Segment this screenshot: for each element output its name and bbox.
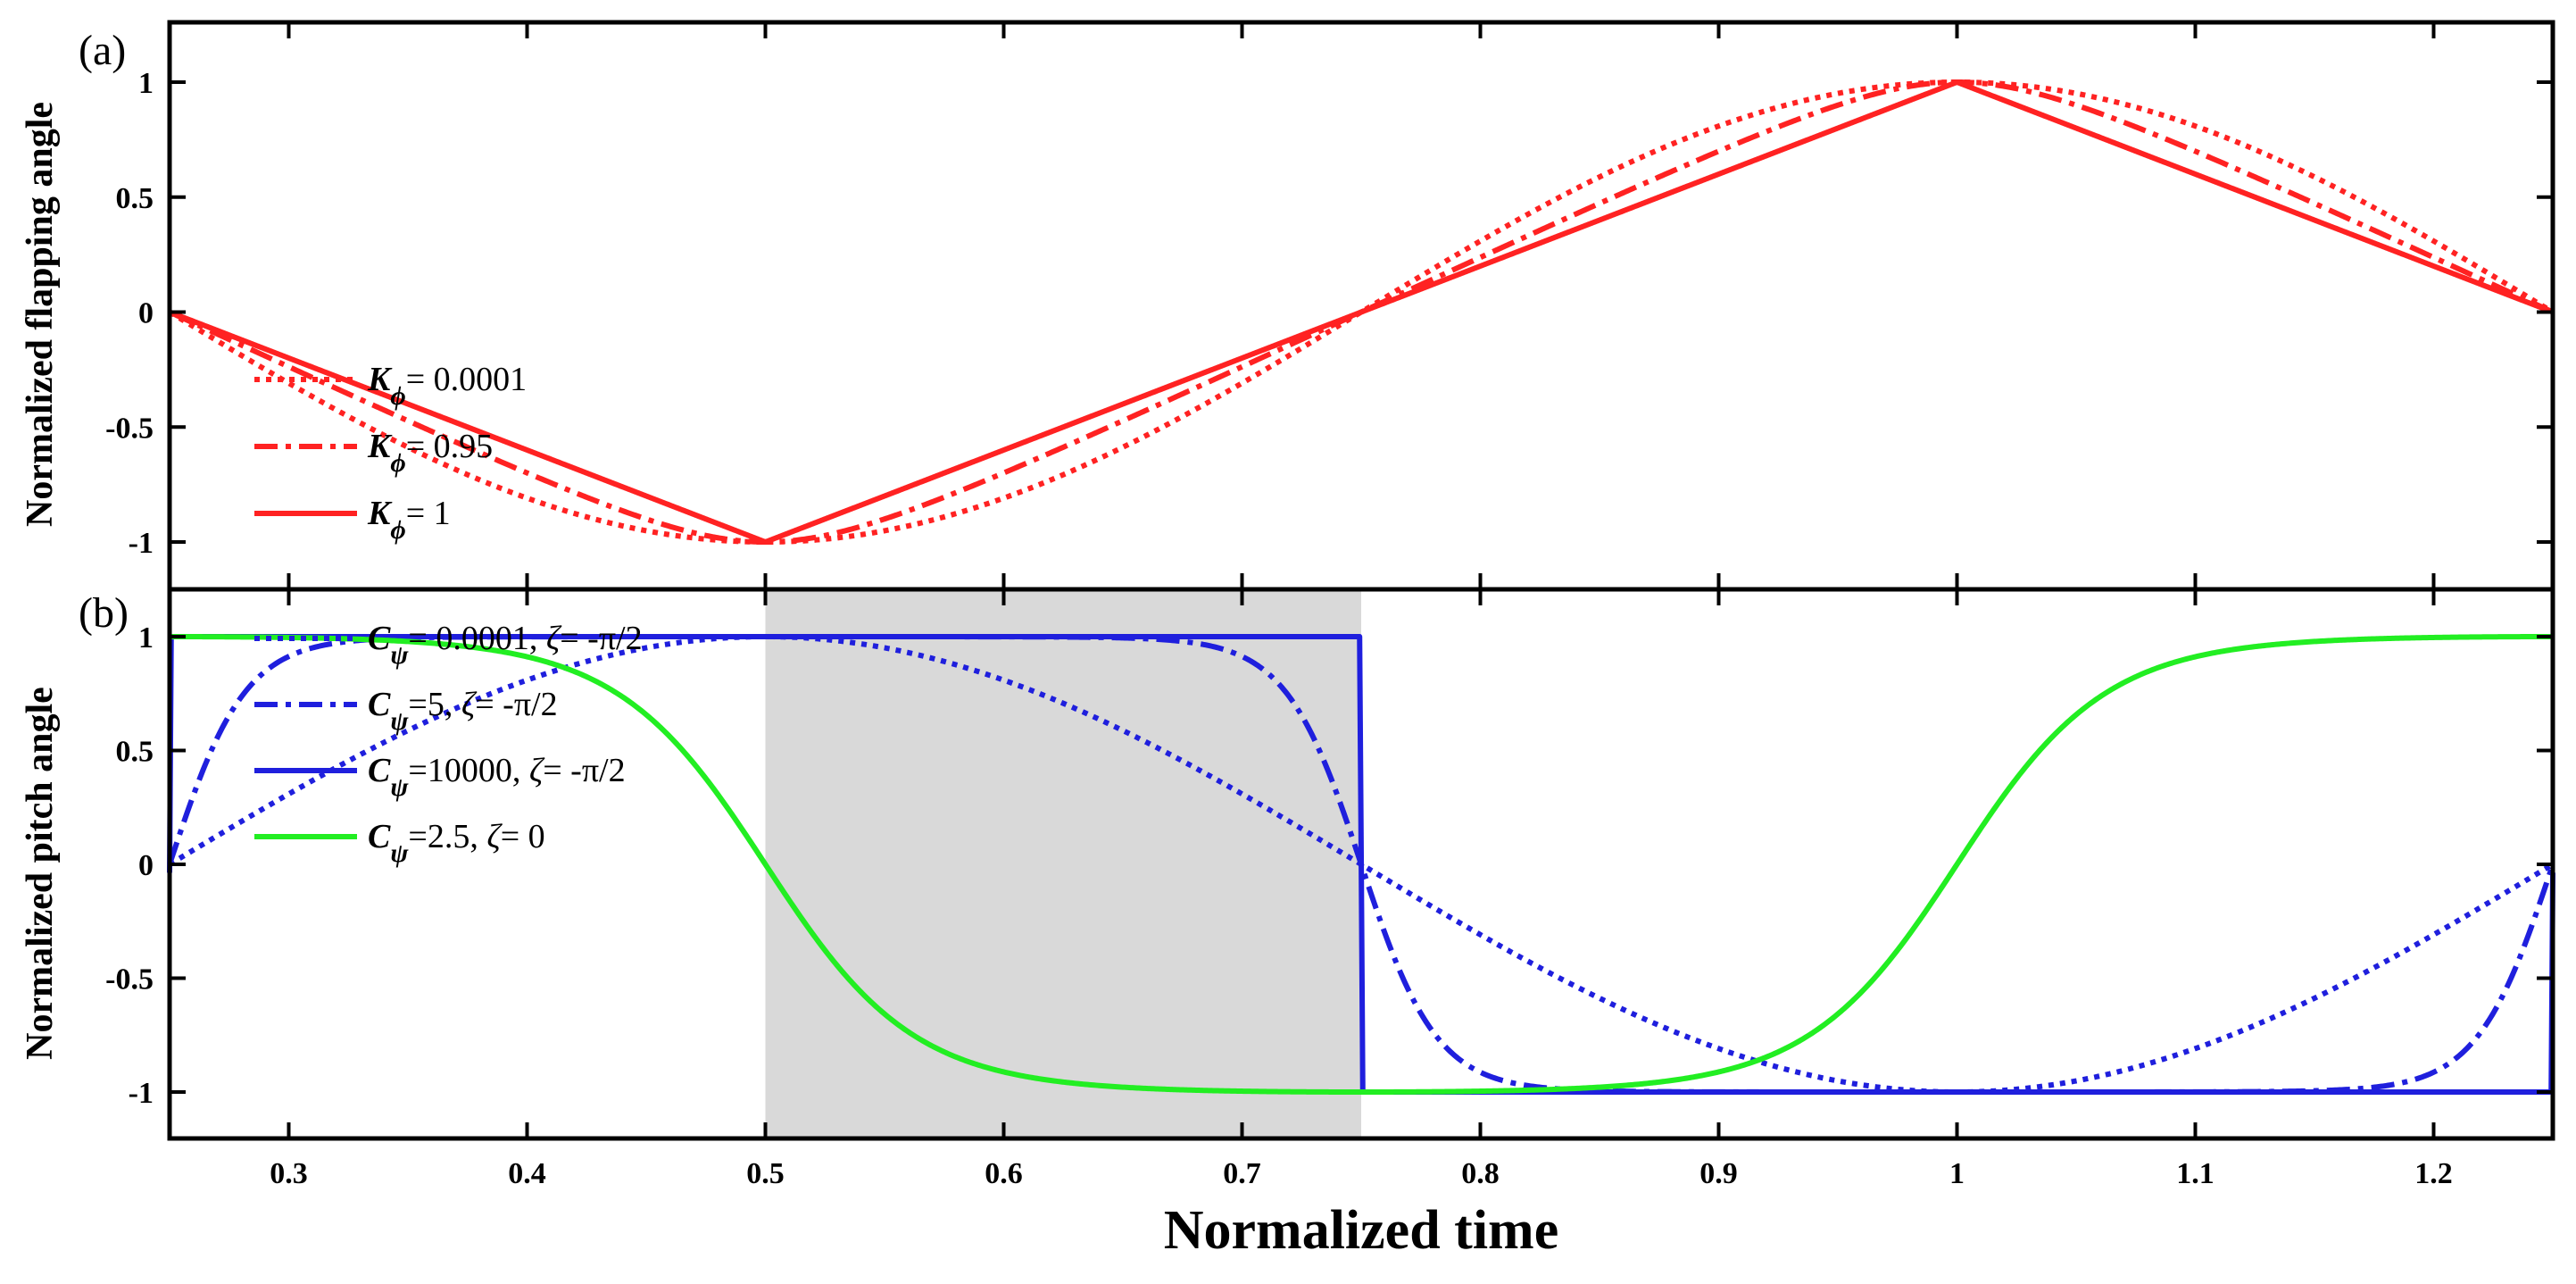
y-tick-label: -1 xyxy=(129,1077,154,1110)
legend-label-4: Cψ=2.5, ζ= 0 xyxy=(368,818,545,868)
panel-b-ylabel: Normalized pitch angle xyxy=(20,687,61,1060)
x-tick-label: 0.7 xyxy=(1223,1157,1261,1190)
series-line-4 xyxy=(168,634,2555,1095)
x-tick-label: 0.9 xyxy=(1699,1157,1738,1190)
legend-label-1: Cψ= 0.0001, ζ= -π/2 xyxy=(368,620,643,670)
y-tick-label: 1 xyxy=(138,67,154,100)
x-tick-label: 0.4 xyxy=(508,1157,546,1190)
series-line-1 xyxy=(168,79,2555,545)
y-tick-label: -0.5 xyxy=(105,412,154,445)
x-tick-label: 0.6 xyxy=(985,1157,1023,1190)
panel-a: (a) Normalized flapping angle -1 -0.5 0 0.5… xyxy=(20,20,2555,592)
y-tick-label: 0 xyxy=(138,849,154,882)
x-tick-label: 0.5 xyxy=(746,1157,785,1190)
legend-label-2: Cψ=5, ζ= -π/2 xyxy=(368,686,558,736)
y-tick-label: 0.5 xyxy=(116,182,154,215)
panel-b-label: (b) xyxy=(79,589,129,637)
y-tick-label: 1 xyxy=(138,621,154,655)
x-tick-label: 0.8 xyxy=(1461,1157,1500,1190)
series-line-3 xyxy=(168,79,2555,545)
shaded-region xyxy=(765,589,1361,1138)
x-tick-label: 0.3 xyxy=(270,1157,308,1190)
x-tick-label: 1.1 xyxy=(2176,1157,2215,1190)
y-tick-label: -0.5 xyxy=(105,963,154,996)
legend-label-2: Kϕ= 0.95 xyxy=(367,428,493,478)
x-tick-label: 1.2 xyxy=(2414,1157,2453,1190)
panel-a-ylabel: Normalized flapping angle xyxy=(20,102,61,527)
legend-label-1: Kϕ= 0.0001 xyxy=(367,361,527,411)
y-tick-label: -1 xyxy=(129,527,154,560)
x-axis-title: Normalized time xyxy=(1164,1200,1558,1261)
x-tick-label: 1 xyxy=(1949,1157,1965,1190)
panel-a-label: (a) xyxy=(79,27,126,74)
series-line-3 xyxy=(167,634,2555,1095)
legend-label-3: Kϕ= 1 xyxy=(367,495,451,545)
y-tick-label: 0.5 xyxy=(116,736,154,769)
panel-b: (b) Normalized pitch angle -1 -0.5 0 0.5 1 0… xyxy=(20,587,2555,1190)
y-tick-label: 0 xyxy=(138,297,154,330)
panel-a-frame xyxy=(167,20,2555,592)
legend-label-3: Cψ=10000, ζ= -π/2 xyxy=(368,752,626,802)
